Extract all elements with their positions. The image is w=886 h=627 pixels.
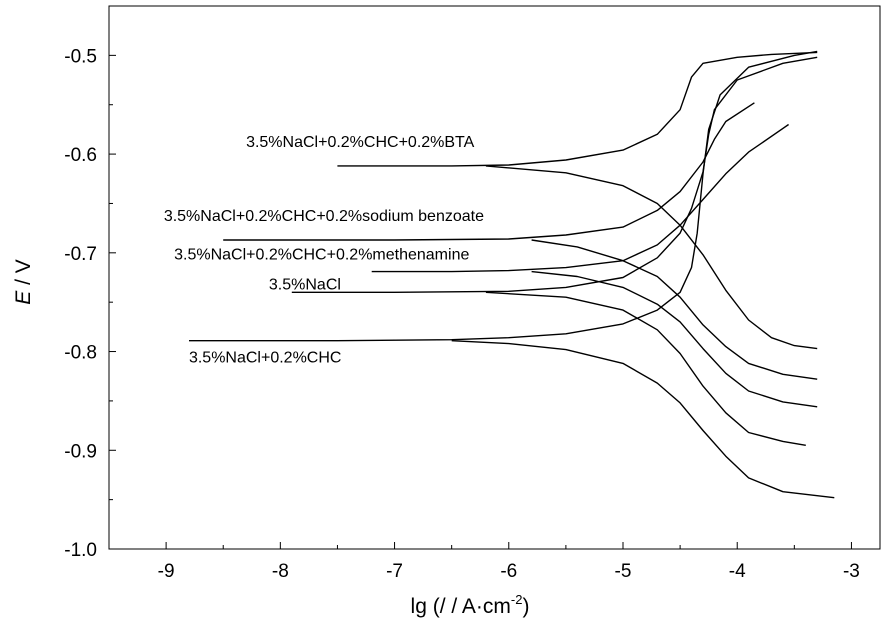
series-label-2: 3.5%NaCl+0.2%CHC+0.2%methenamine bbox=[174, 247, 469, 264]
series-4-cathodic-branch bbox=[451, 340, 835, 499]
y-axis-title-italic: E bbox=[12, 290, 35, 305]
y-tick-labels: -1.0 -0.9 -0.8 -0.7 -0.6 -0.5 bbox=[64, 46, 97, 561]
series-1-anodic-branch bbox=[223, 102, 755, 241]
series-label-3: 3.5%NaCl bbox=[269, 276, 341, 293]
y-tick-label: -1.0 bbox=[64, 540, 97, 561]
y-axis-title-rest: / V bbox=[12, 259, 35, 291]
series-label-0: 3.5%NaCl+0.2%CHC+0.2%BTA bbox=[246, 134, 475, 151]
series-annotations: 3.5%NaCl+0.2%CHC+0.2%BTA 3.5%NaCl+0.2%CHC… bbox=[164, 134, 484, 366]
x-tick-label: -5 bbox=[615, 561, 632, 582]
y-axis-title: E / V bbox=[12, 259, 35, 305]
y-tick-label: -0.7 bbox=[64, 244, 97, 265]
x-tick-label: -9 bbox=[158, 561, 175, 582]
y-tick-label: -0.9 bbox=[64, 441, 97, 462]
axis-ticks bbox=[108, 5, 852, 550]
plot-frame bbox=[108, 5, 881, 550]
series-4-anodic-branch bbox=[189, 50, 818, 342]
x-tick-label: -3 bbox=[843, 561, 860, 582]
x-axis-title-close: ) bbox=[522, 595, 529, 618]
series-3-anodic-branch bbox=[291, 56, 818, 293]
y-tick-label: -0.8 bbox=[64, 343, 97, 364]
x-tick-label: -7 bbox=[386, 561, 403, 582]
series-1-cathodic-branch bbox=[531, 239, 818, 380]
x-tick-labels: -9 -8 -7 -6 -5 -4 -3 bbox=[158, 561, 860, 582]
x-tick-label: -8 bbox=[272, 561, 289, 582]
x-tick-label: -4 bbox=[729, 561, 746, 582]
series-0-anodic-branch bbox=[337, 51, 818, 167]
series-0-cathodic-branch bbox=[485, 165, 818, 350]
y-tick-label: -0.5 bbox=[64, 46, 97, 67]
series-label-4: 3.5%NaCl+0.2%CHC bbox=[189, 349, 342, 366]
x-axis-title: lg (/ / A·cm-2) bbox=[411, 592, 530, 618]
curves bbox=[189, 50, 835, 499]
x-axis-title-sup: -2 bbox=[511, 592, 523, 607]
x-axis-title-main: lg (/ / A·cm bbox=[411, 595, 511, 618]
series-2-anodic-branch bbox=[371, 123, 789, 273]
x-tick-label: -6 bbox=[500, 561, 517, 582]
series-3-cathodic-branch bbox=[485, 291, 806, 446]
series-label-1: 3.5%NaCl+0.2%CHC+0.2%sodium benzoate bbox=[164, 208, 484, 225]
y-tick-label: -0.6 bbox=[64, 145, 97, 166]
